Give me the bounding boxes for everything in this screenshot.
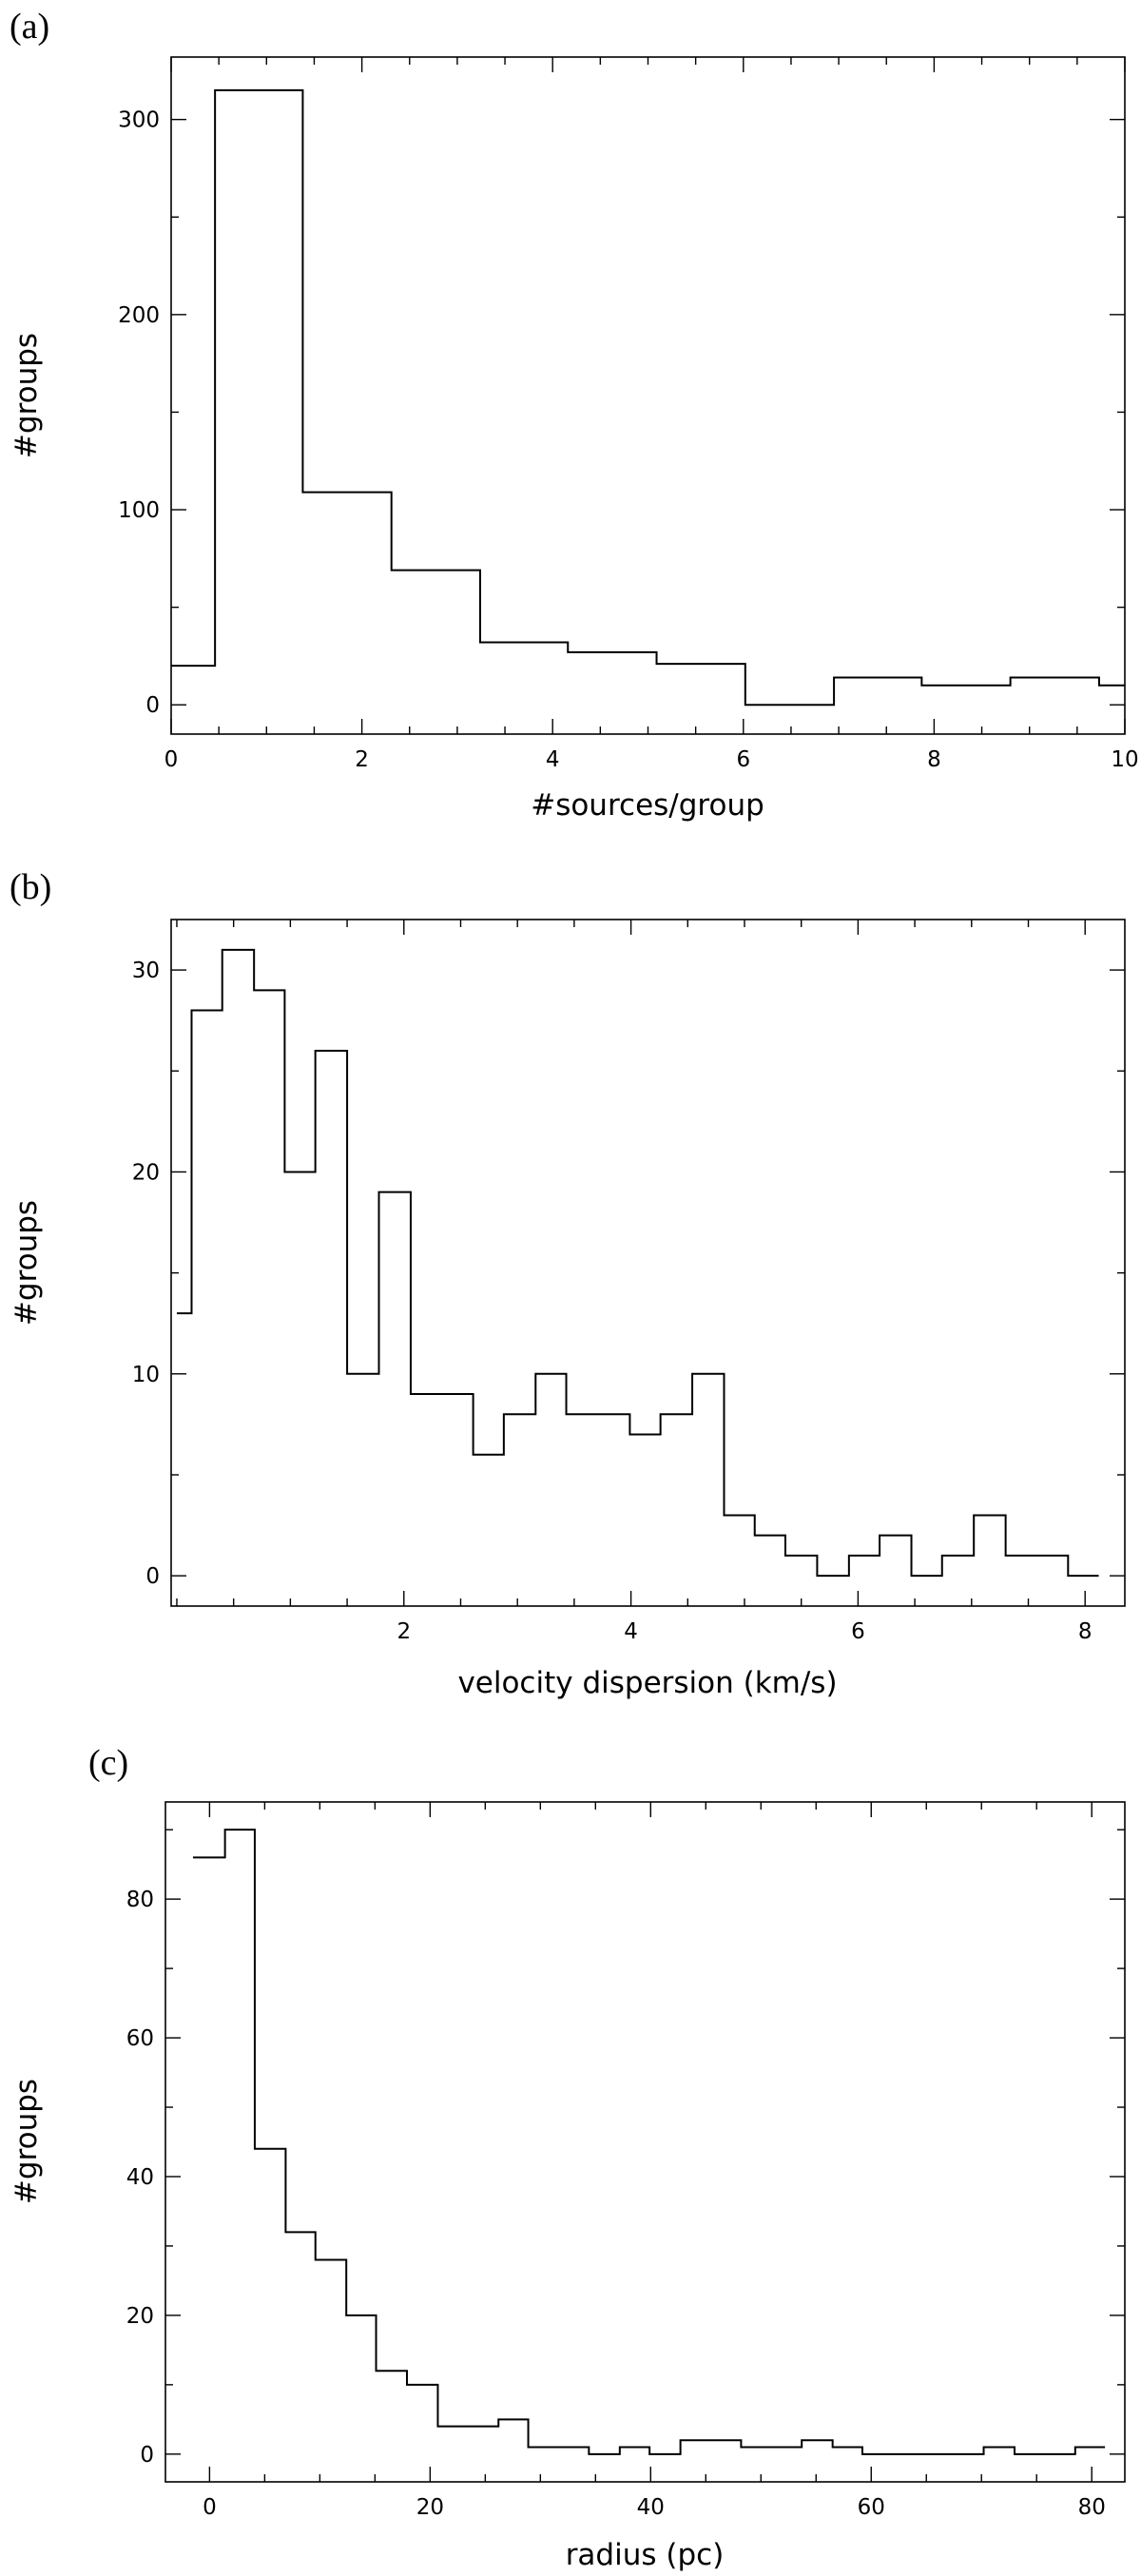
panel-a-ticks: [170, 57, 1126, 734]
panel-b-x-tick-label: 8: [1078, 1619, 1093, 1644]
panel-c-x-tick-label: 40: [637, 2495, 665, 2520]
panel-a-x-tick-label: 8: [927, 747, 941, 772]
panel-b-ticks: [171, 920, 1125, 1606]
panel-b-y-tick-label: 0: [145, 1564, 160, 1589]
panel-b-histogram-steps: [176, 948, 1099, 1578]
panel-c-x-tick-label: 60: [858, 2495, 885, 2520]
panel-c-y-tick-label: 60: [126, 2026, 154, 2051]
panel-a-x-tick-label: 4: [546, 747, 560, 772]
panel-c-x-tick-label: 80: [1078, 2495, 1106, 2520]
panel-b-label: (b): [10, 867, 51, 907]
panel-c-histogram: (c) 0 20 40 60 80 0 20 40 60 80 radius (pc) #grou…: [10, 1743, 1126, 2572]
panel-a-x-tick-label: 2: [355, 747, 369, 772]
panel-a-y-axis-title: #groups: [10, 333, 44, 458]
panel-c-y-tick-label: 0: [140, 2443, 154, 2468]
panel-a-x-tick-label: 10: [1111, 747, 1138, 772]
panel-a-histogram-steps: [171, 88, 1125, 707]
panel-b-y-tick-label: 10: [132, 1363, 160, 1387]
panel-c-y-tick-label: 40: [126, 2165, 154, 2190]
panel-c-x-tick-label: 20: [416, 2495, 444, 2520]
panel-a-label: (a): [10, 7, 49, 47]
panel-b-x-axis-title: velocity dispersion (km/s): [457, 1666, 837, 1700]
panel-c-x-axis-title: radius (pc): [566, 2538, 725, 2572]
panel-c-plot-frame: [164, 1801, 1126, 2483]
panel-a-y-tick-label: 200: [118, 303, 160, 328]
panel-b-y-axis-title: #groups: [10, 1200, 44, 1326]
panel-a-y-tick-label: 100: [118, 498, 160, 523]
panel-c-ticks: [165, 1802, 1125, 2482]
panel-b-y-tick-label: 30: [132, 959, 160, 983]
panel-b-tick-labels: 2 4 6 8 0 10 20 30: [132, 959, 1093, 1644]
panel-b-histogram: (b) 2 4 6 8 0 10 20 30 velocity dispersion (km/…: [10, 867, 1126, 1700]
panel-a-x-axis-title: #sources/group: [531, 788, 764, 823]
panel-a-y-tick-label: 0: [145, 693, 160, 718]
panel-b-x-tick-label: 4: [624, 1619, 638, 1644]
panel-c-y-axis-title: #groups: [10, 2079, 44, 2204]
panel-b-x-tick-label: 6: [851, 1619, 865, 1644]
panel-c-x-tick-label: 0: [203, 2495, 217, 2520]
panel-c-label: (c): [88, 1743, 128, 1783]
panel-b-x-tick-label: 2: [396, 1619, 411, 1644]
panel-a-x-tick-label: 0: [164, 747, 179, 772]
panel-a-plot-frame: [170, 56, 1126, 735]
panel-a-x-tick-label: 6: [736, 747, 750, 772]
panel-b-plot-frame: [170, 919, 1126, 1607]
panel-b-y-tick-label: 20: [132, 1160, 160, 1185]
panel-c-tick-labels: 0 20 40 60 80 0 20 40 60 80: [126, 1888, 1106, 2520]
panel-c-y-tick-label: 20: [126, 2304, 154, 2329]
panel-a-y-tick-label: 300: [118, 108, 160, 133]
panel-c-histogram-steps: [192, 1829, 1106, 2455]
panel-c-y-tick-label: 80: [126, 1888, 154, 1912]
